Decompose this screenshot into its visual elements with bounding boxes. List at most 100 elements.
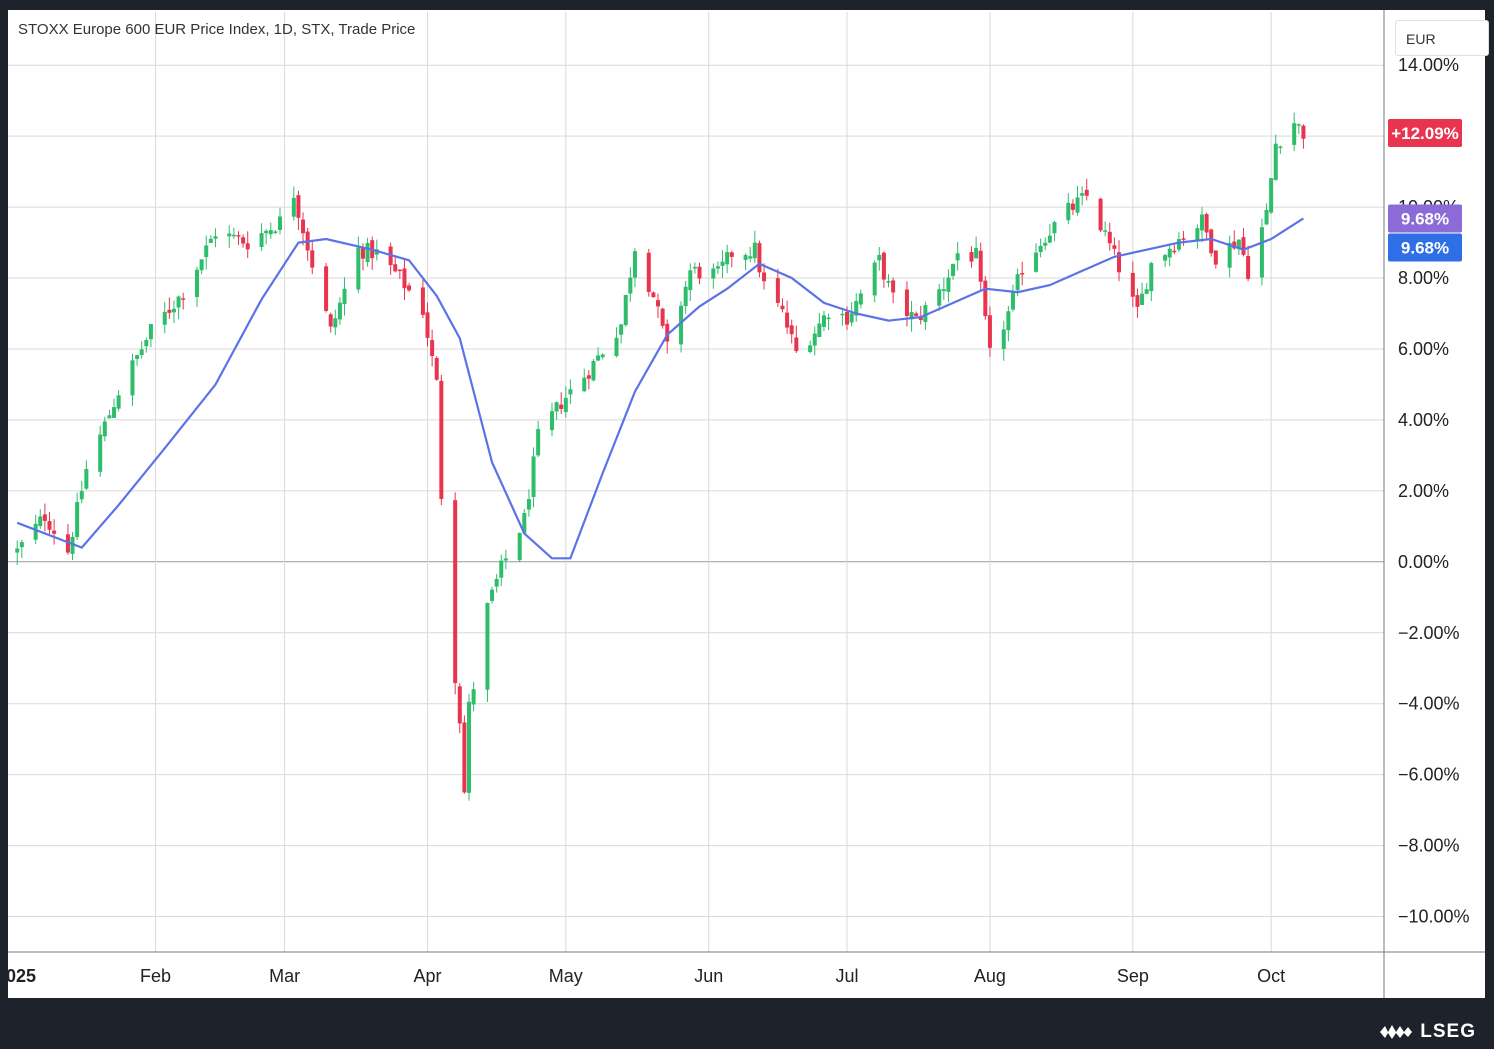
candle-body: [1204, 214, 1209, 233]
candle-body: [817, 323, 822, 338]
moving-average: [16, 217, 1304, 560]
candle-body: [84, 468, 89, 489]
candle-body: [1199, 214, 1204, 231]
ma-badge-secondary-bg: [1388, 233, 1462, 262]
candle-body: [941, 289, 946, 292]
candle-body: [918, 316, 923, 321]
candle-body: [877, 254, 882, 261]
candle-body: [79, 491, 84, 500]
y-tick-label: 6.00%: [1398, 339, 1449, 359]
candle-body: [208, 238, 213, 243]
candle-body: [1047, 235, 1052, 243]
moving-average-line: [16, 217, 1304, 560]
candle-body: [665, 323, 670, 342]
candle-body: [688, 270, 693, 291]
candle-body: [1167, 248, 1172, 258]
candle-body: [328, 314, 333, 327]
candle-body: [1103, 230, 1108, 232]
candle-body: [52, 530, 57, 534]
x-tick-label: Jul: [836, 966, 859, 986]
candle-body: [757, 243, 762, 273]
candle-body: [1080, 193, 1085, 196]
candle-body: [236, 235, 241, 237]
candle-body: [946, 277, 951, 292]
y-tick-label: −8.00%: [1398, 836, 1460, 856]
candle-body: [715, 266, 720, 269]
y-tick-label: 4.00%: [1398, 410, 1449, 430]
candle-body: [176, 296, 181, 308]
candle-body: [1144, 289, 1149, 294]
candle-body: [1273, 143, 1278, 181]
candle-body: [646, 252, 651, 292]
candle-body: [107, 415, 112, 419]
candle-body: [139, 349, 144, 356]
candle-body: [1176, 239, 1181, 250]
candle-body: [112, 407, 117, 418]
candle-body: [729, 252, 734, 257]
candle-body: [762, 272, 767, 282]
candle-body: [397, 269, 402, 272]
candle-body: [720, 261, 725, 266]
candle-body: [914, 313, 919, 316]
price-chart[interactable]: 14.00%12.00%10.00%8.00%6.00%4.00%2.00%0.…: [8, 10, 1485, 998]
x-tick-label: Aug: [974, 966, 1006, 986]
candle-body: [1015, 274, 1020, 291]
candle-body: [485, 603, 490, 690]
brand-name: LSEG: [1420, 1021, 1476, 1042]
candle-body: [1163, 255, 1168, 261]
ma-badge-primary-text: 9.68%: [1401, 209, 1449, 228]
candle-body: [522, 512, 527, 533]
candle-body: [227, 233, 232, 237]
candle-body: [937, 289, 942, 306]
candle-body: [978, 250, 983, 282]
candle-body: [1038, 245, 1043, 253]
lseg-logo: LSEG: [1378, 1017, 1476, 1047]
candle-body: [854, 301, 859, 316]
candle-body: [1107, 231, 1112, 244]
candle-body: [563, 397, 568, 413]
candle-body: [886, 281, 891, 283]
candle-body: [434, 357, 439, 380]
candle-body: [231, 234, 236, 237]
candle-body: [1241, 237, 1246, 255]
candle-body: [821, 315, 826, 327]
candle-body: [310, 250, 315, 268]
candle-body: [1098, 198, 1103, 231]
candle-body: [1117, 252, 1122, 273]
candle-body: [785, 312, 790, 328]
candle-body: [430, 340, 435, 357]
candle-body: [660, 308, 665, 326]
candle-body: [549, 411, 554, 431]
candle-body: [241, 237, 246, 244]
candle-body: [360, 248, 365, 259]
candle-body: [402, 268, 407, 289]
candle-body: [1213, 250, 1218, 265]
y-tick-label: −10.00%: [1398, 907, 1470, 927]
candle-body: [554, 402, 559, 412]
y-tick-label: 14.00%: [1398, 55, 1459, 75]
candle-body: [365, 242, 370, 262]
candle-body: [171, 308, 176, 313]
candle-body: [407, 285, 412, 291]
candle-body: [420, 287, 425, 315]
candle-body: [1269, 178, 1274, 213]
candle-body: [1084, 189, 1089, 196]
candle-body: [264, 230, 269, 234]
candle-body: [858, 293, 863, 305]
candle-body: [213, 236, 218, 239]
candle-body: [591, 360, 596, 381]
candle-body: [33, 523, 38, 540]
candle-body: [1172, 250, 1177, 253]
candle-body: [273, 231, 278, 233]
currency-selector[interactable]: EUR: [1395, 20, 1489, 56]
candle-body: [1135, 295, 1140, 307]
candle-body: [167, 309, 172, 313]
candle-body: [780, 305, 785, 310]
candle-body: [135, 355, 140, 359]
candle-body: [462, 722, 467, 793]
candle-body: [268, 230, 273, 235]
candle-body: [301, 219, 306, 234]
candle-body: [1209, 229, 1214, 254]
candle-body: [748, 256, 753, 259]
x-tick-label: Oct: [1257, 966, 1285, 986]
